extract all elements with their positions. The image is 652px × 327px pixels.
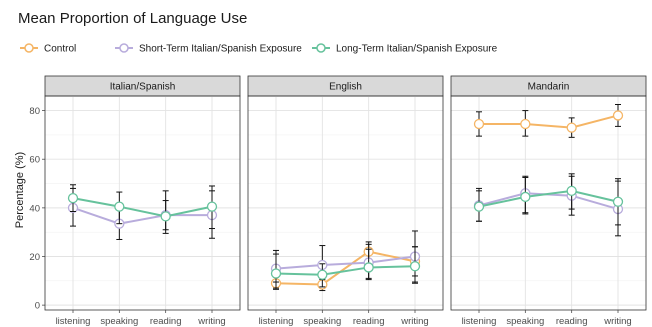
panel-mandarin: Mandarin listening speaking reading writing	[450, 75, 647, 327]
y-tick-label: 80	[29, 106, 40, 117]
data-point	[520, 191, 531, 203]
legend-item: Short-Term Italian/Spanish Exposure	[115, 43, 302, 55]
y-axis-title: Percentage (%)	[14, 152, 26, 228]
x-tick-label: speaking	[100, 316, 138, 327]
legend-label: Short-Term Italian/Spanish Exposure	[139, 44, 302, 55]
y-tick-label: 20	[29, 252, 40, 263]
data-point	[473, 118, 485, 130]
data-point	[566, 185, 577, 196]
series-long-term-italian-spanish-exposure	[67, 184, 218, 234]
panel-border	[450, 95, 647, 311]
x-tick-label: listening	[462, 316, 497, 327]
data-point	[566, 122, 577, 133]
series-long-term-italian-spanish-exposure	[473, 173, 624, 226]
legend-label: Control	[44, 44, 76, 55]
x-tick-label: speaking	[303, 316, 341, 327]
x-tick-label: writing	[197, 316, 225, 327]
x-tick-label: writing	[400, 316, 428, 327]
data-point	[612, 110, 624, 121]
series-short-term-italian-spanish-exposure	[473, 175, 624, 237]
series-line	[275, 255, 416, 270]
x-tick-label: listening	[259, 316, 294, 327]
data-point	[409, 261, 421, 272]
series-line	[72, 206, 212, 225]
data-point	[114, 201, 125, 212]
legend-label: Long-Term Italian/Spanish Exposure	[336, 44, 498, 55]
y-tick-label: 0	[35, 301, 40, 312]
series-short-term-italian-spanish-exposure	[67, 187, 218, 240]
x-tick-label: reading	[556, 316, 588, 327]
x-tick-label: reading	[353, 316, 385, 327]
series-long-term-italian-spanish-exposure	[270, 246, 421, 289]
data-point	[363, 262, 374, 273]
series-line	[478, 192, 619, 211]
series-line	[72, 197, 213, 218]
x-tick-label: reading	[150, 316, 182, 327]
panel-border	[44, 95, 241, 311]
legend-marker	[316, 43, 326, 53]
panel-english: English listening speaking reading writing	[247, 75, 444, 327]
chart-title: Mean Proportion of Language Use	[18, 10, 247, 27]
x-tick-label: listening	[56, 316, 91, 327]
facet-strip-label: Mandarin	[528, 82, 570, 93]
data-point	[270, 268, 282, 279]
legend: Control Short-Term Italian/Spanish Exposu…	[20, 43, 498, 55]
legend-marker	[119, 43, 129, 53]
legend-item: Long-Term Italian/Spanish Exposure	[312, 43, 498, 55]
facet-strip-label: English	[329, 82, 362, 93]
y-tick-label: 60	[29, 155, 40, 166]
x-tick-label: speaking	[506, 316, 544, 327]
series-line	[479, 114, 619, 129]
x-tick-label: writing	[603, 316, 631, 327]
data-point	[520, 118, 531, 130]
data-point	[473, 201, 485, 212]
data-point	[160, 211, 171, 222]
data-point	[612, 196, 624, 207]
series-line	[275, 250, 416, 286]
legend-marker	[24, 43, 34, 53]
panel-italian-spanish: Italian/Spanish listening speaking reading w…	[44, 75, 241, 327]
y-tick-label: 40	[29, 203, 40, 214]
panel-border	[247, 95, 444, 311]
data-point	[317, 269, 328, 280]
series-line	[275, 265, 416, 276]
legend-item: Control	[20, 43, 76, 55]
series-line	[478, 189, 619, 208]
data-point	[206, 201, 218, 212]
facet-panels: 0 20 40 60 80 Italian/Spanish listening speakin…	[29, 75, 647, 327]
series-control	[473, 104, 624, 138]
data-point	[67, 192, 79, 204]
facet-strip-label: Italian/Spanish	[110, 82, 176, 93]
